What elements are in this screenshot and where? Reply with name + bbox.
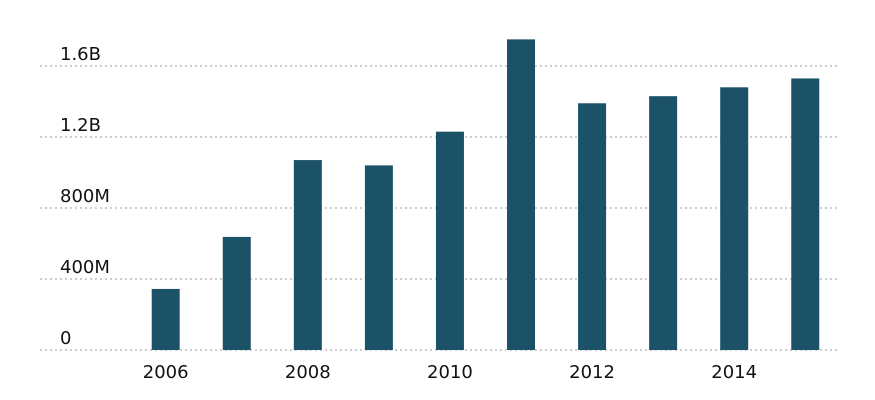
bar (507, 39, 536, 350)
bar (649, 96, 678, 350)
y-tick-label: 800M (60, 186, 110, 207)
y-tick-label: 1.2B (60, 115, 101, 136)
x-tick-label: 2014 (711, 362, 757, 383)
bar (293, 160, 322, 350)
x-tick-label: 2008 (285, 362, 331, 383)
bar (364, 165, 393, 350)
x-tick-label: 2006 (143, 362, 189, 383)
bar (791, 78, 820, 351)
bar (578, 103, 607, 351)
x-tick-label: 2012 (569, 362, 615, 383)
x-tick-label: 2010 (427, 362, 473, 383)
bar (435, 131, 464, 350)
y-tick-label: 0 (60, 328, 71, 349)
bar (222, 236, 251, 350)
y-tick-label: 400M (60, 257, 110, 278)
y-tick-label: 1.6B (60, 44, 101, 65)
bar (720, 87, 749, 351)
bar (151, 288, 180, 350)
